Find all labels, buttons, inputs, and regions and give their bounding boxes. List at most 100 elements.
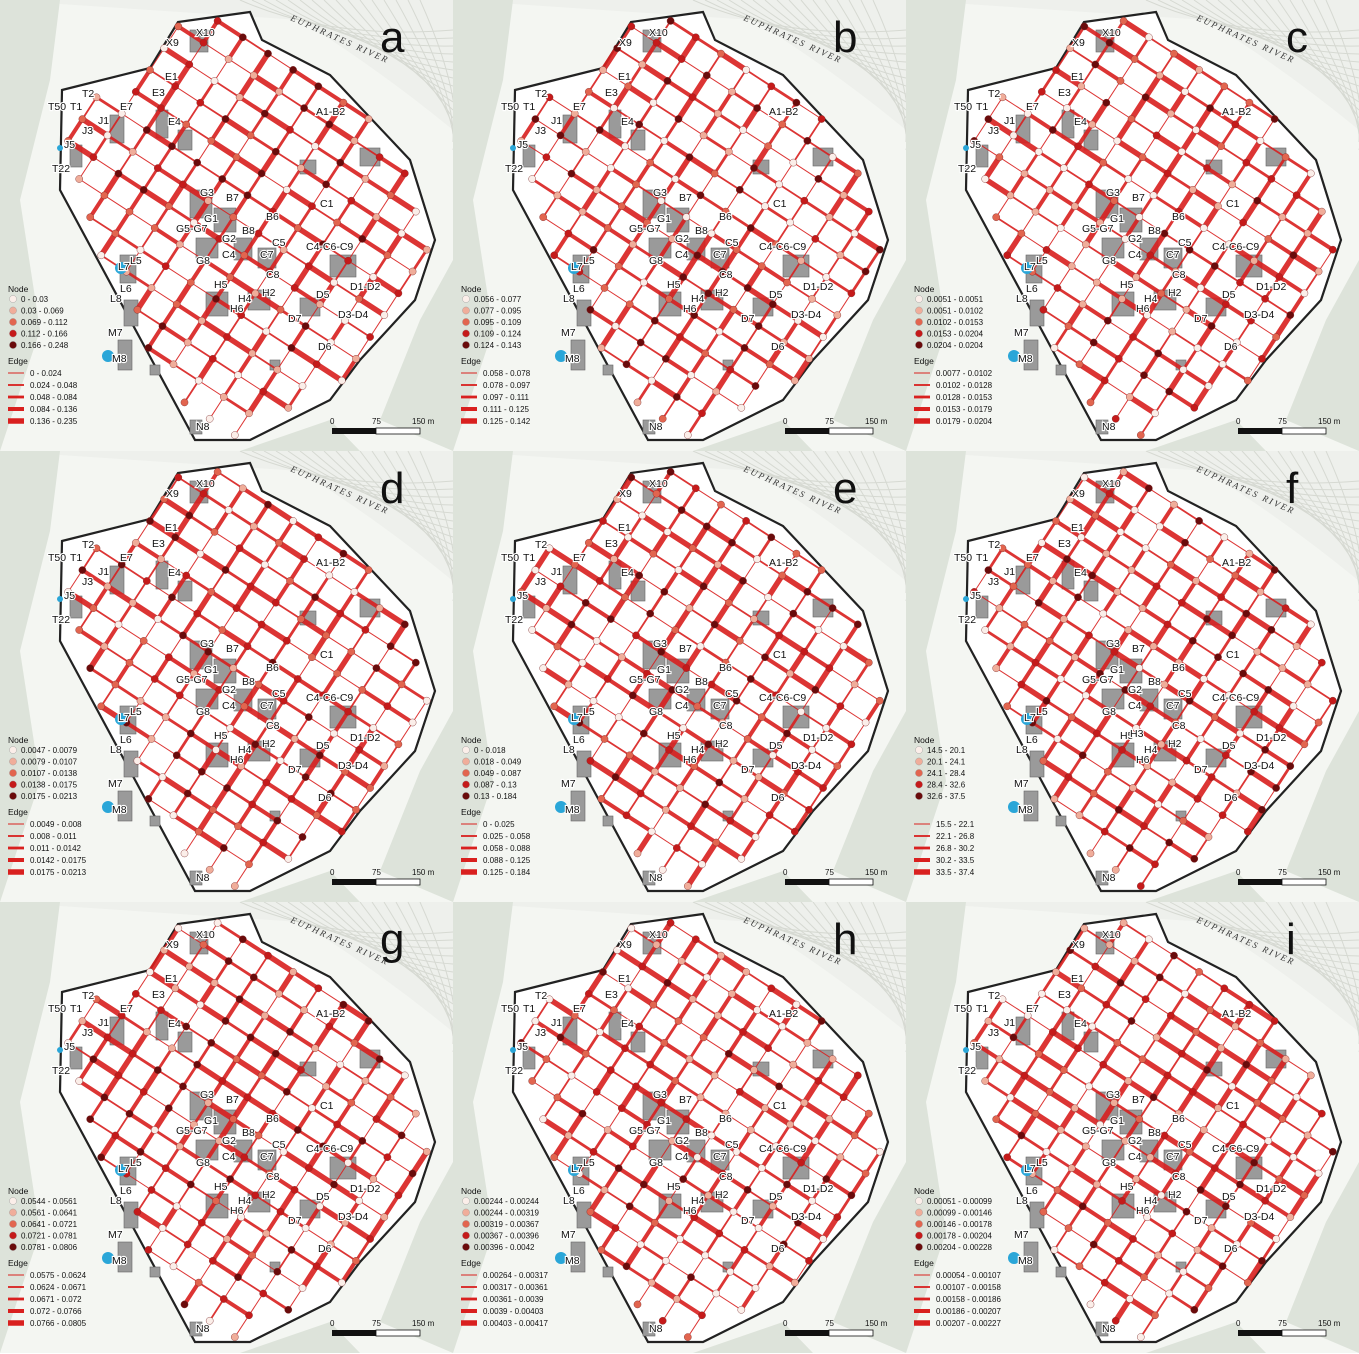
street-edge xyxy=(265,501,296,524)
street-edge xyxy=(1184,736,1203,763)
street-edge xyxy=(1104,552,1133,572)
street-edge xyxy=(565,1110,586,1139)
street-edge xyxy=(694,937,723,957)
street-edge xyxy=(203,258,233,280)
street-edge xyxy=(1263,1198,1293,1220)
place-label: E3 xyxy=(1058,538,1071,550)
street-edge xyxy=(316,535,346,556)
street-node xyxy=(1155,973,1164,982)
street-node xyxy=(330,278,338,287)
street-edge xyxy=(669,470,697,490)
street-node xyxy=(157,1006,165,1014)
street-edge xyxy=(1145,1215,1174,1235)
street-edge xyxy=(280,1149,312,1171)
legend-node-range: 0.112 - 0.166 xyxy=(21,330,68,339)
street-node xyxy=(693,1153,702,1162)
street-node xyxy=(984,566,993,574)
place-label: M8 xyxy=(1018,353,1033,365)
street-edge xyxy=(236,351,255,378)
street-edge xyxy=(264,780,294,801)
street-node xyxy=(1129,784,1137,792)
street-node xyxy=(183,1240,192,1249)
place-label: X9 xyxy=(619,37,632,49)
street-edge xyxy=(592,1128,610,1154)
street-edge xyxy=(1175,1173,1202,1191)
street-edge xyxy=(172,61,193,90)
street-edge xyxy=(80,568,110,589)
street-edge xyxy=(186,341,214,360)
street-edge xyxy=(782,1243,810,1262)
street-node xyxy=(672,393,681,401)
street-edge xyxy=(1156,113,1172,136)
street-node xyxy=(550,1153,558,1162)
street-edge xyxy=(133,540,163,562)
street-node xyxy=(539,1115,547,1123)
street-node xyxy=(1091,962,1100,971)
scale-bar-black xyxy=(332,879,376,885)
street-node xyxy=(779,1240,788,1249)
street-edge xyxy=(1292,683,1309,707)
legend-node-range: 0.00244 - 0.00319 xyxy=(474,1209,539,1218)
place-label: G8 xyxy=(1102,1157,1116,1169)
street-edge xyxy=(265,952,296,975)
place-label: C7 xyxy=(260,249,274,261)
street-edge xyxy=(1266,236,1296,258)
street-node xyxy=(710,169,719,178)
street-edge xyxy=(146,775,164,801)
street-edge xyxy=(335,220,365,241)
legend-edge-range: 0.058 - 0.088 xyxy=(483,844,531,853)
street-edge xyxy=(735,699,763,719)
street-edge xyxy=(1071,243,1087,267)
building-block xyxy=(1111,1193,1135,1219)
street-node xyxy=(1113,587,1122,596)
street-edge xyxy=(771,1183,789,1208)
street-edge xyxy=(1039,540,1070,562)
street-node xyxy=(992,213,1000,221)
street-edge xyxy=(1142,94,1174,117)
street-edge xyxy=(703,1232,721,1257)
street-edge xyxy=(401,1134,428,1153)
street-edge xyxy=(1146,765,1174,784)
street-node xyxy=(654,707,662,716)
legend-edge-range: 0.0102 - 0.0128 xyxy=(936,381,993,390)
street-edge xyxy=(1088,613,1104,636)
street-edge xyxy=(1067,496,1099,519)
legend-node-range: 0.00178 - 0.00204 xyxy=(927,1232,992,1241)
street-node xyxy=(1132,273,1140,281)
place-label: D7 xyxy=(741,764,755,776)
street-edge xyxy=(987,546,1004,572)
street-edge xyxy=(1174,721,1202,740)
street-edge xyxy=(1047,617,1066,643)
street-edge xyxy=(1080,63,1097,88)
street-edge xyxy=(764,183,781,208)
street-node xyxy=(761,1104,769,1112)
river-wave-line xyxy=(1181,451,1359,506)
legend-node-swatch xyxy=(915,295,923,303)
street-edge xyxy=(830,155,860,176)
street-edge xyxy=(1306,1112,1323,1137)
street-edge xyxy=(1116,569,1133,593)
street-node xyxy=(600,284,609,292)
street-edge xyxy=(313,574,331,599)
place-label: G1 xyxy=(1110,1115,1124,1127)
street-edge xyxy=(1077,1047,1104,1066)
place-label: E3 xyxy=(605,538,618,550)
street-edge xyxy=(1078,792,1096,817)
street-edge xyxy=(632,1145,659,1164)
place-label: D3-D4 xyxy=(791,309,822,321)
street-edge xyxy=(272,1091,288,1115)
place-label: L6 xyxy=(120,283,132,295)
street-edge xyxy=(282,226,300,252)
water-marker xyxy=(568,262,580,274)
place-label: J5 xyxy=(970,1041,981,1053)
street-node xyxy=(726,816,735,825)
place-label: C8 xyxy=(719,1171,733,1183)
street-edge xyxy=(376,605,408,628)
street-node xyxy=(341,767,349,776)
water-marker xyxy=(555,1252,567,1264)
street-edge xyxy=(163,476,180,501)
street-node xyxy=(754,773,763,781)
street-node xyxy=(1078,300,1087,309)
street-edge xyxy=(1208,814,1224,838)
terrain-relief-right xyxy=(1286,260,1359,451)
